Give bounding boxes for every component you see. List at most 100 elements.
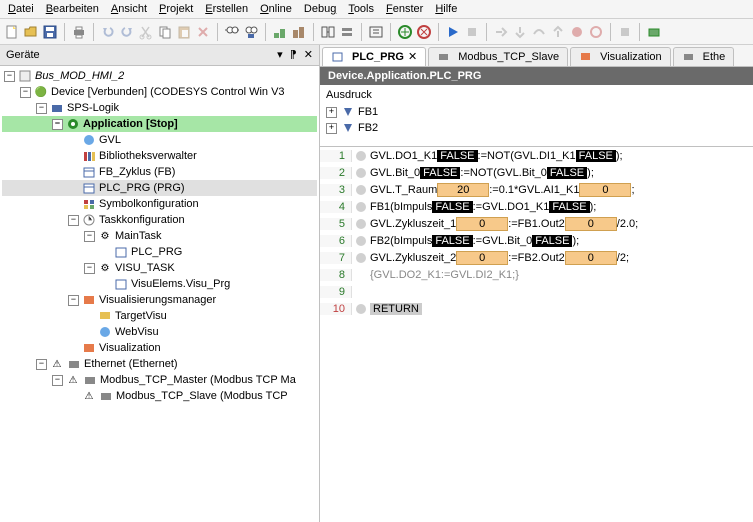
tree-taskcfg[interactable]: −Taskkonfiguration xyxy=(2,212,317,228)
app-icon xyxy=(66,117,80,131)
warn-icon: ⚠ xyxy=(66,373,80,387)
decl-title: Ausdruck xyxy=(326,89,747,101)
tab-close-icon[interactable]: ✕ xyxy=(408,50,417,64)
menu-projekt[interactable]: Projekt xyxy=(159,3,193,15)
tree-gvl[interactable]: GVL xyxy=(2,132,317,148)
bp1-icon[interactable] xyxy=(569,24,585,40)
modbus-icon xyxy=(99,389,113,403)
step-out-icon[interactable] xyxy=(550,24,566,40)
decl-fb2[interactable]: +FB2 xyxy=(326,120,747,136)
tree-bib[interactable]: Bibliotheksverwalter xyxy=(2,148,317,164)
step-icon[interactable] xyxy=(493,24,509,40)
tab-modbus[interactable]: Modbus_TCP_Slave xyxy=(428,47,568,66)
logout-icon[interactable] xyxy=(416,24,432,40)
pou-icon xyxy=(114,245,128,259)
devices-panel: Geräte ▾ ⁋ ✕ −Bus_MOD_HMI_2 −🟢Device [Ve… xyxy=(0,45,320,522)
panel-pin-icon[interactable]: ⁋ xyxy=(290,50,297,62)
delete-icon[interactable] xyxy=(195,24,211,40)
target-icon xyxy=(98,309,112,323)
taskcfg-icon xyxy=(82,213,96,227)
save-icon[interactable] xyxy=(42,24,58,40)
line-10: 10RETURN xyxy=(320,300,753,317)
tree-mtcp-master[interactable]: −⚠Modbus_TCP_Master (Modbus TCP Ma xyxy=(2,372,317,388)
line-1: 1GVL.DO1_K1FALSE:=NOT(GVL.DI1_K1FALSE); xyxy=(320,147,753,164)
replace-icon[interactable] xyxy=(243,24,259,40)
run-icon[interactable] xyxy=(445,24,461,40)
decl-fb1[interactable]: +FB1 xyxy=(326,104,747,120)
menu-erstellen[interactable]: Erstellen xyxy=(205,3,248,15)
panel-title: Geräte xyxy=(6,49,40,61)
tree-ethernet[interactable]: −⚠Ethernet (Ethernet) xyxy=(2,356,317,372)
undo-icon[interactable] xyxy=(100,24,116,40)
new-icon[interactable] xyxy=(4,24,20,40)
bp2-icon[interactable] xyxy=(588,24,604,40)
menu-fenster[interactable]: Fenster xyxy=(386,3,423,15)
line-4: 4FB1(bImpulsFALSE:=GVL.DO1_K1FALSE); xyxy=(320,198,753,215)
line-5: 5GVL.Zykluszeit_10:=FB1.Out20/2.0; xyxy=(320,215,753,232)
menu-debug[interactable]: Debug xyxy=(304,3,336,15)
tree-visualization[interactable]: Visualization xyxy=(2,340,317,356)
print-icon[interactable] xyxy=(71,24,87,40)
tree-webvisu[interactable]: WebVisu xyxy=(2,324,317,340)
open-icon[interactable] xyxy=(23,24,39,40)
editor-panel: PLC_PRG✕ Modbus_TCP_Slave Visualization … xyxy=(320,45,753,522)
menu-online[interactable]: Online xyxy=(260,3,292,15)
panel-dropdown-icon[interactable]: ▾ xyxy=(277,50,283,62)
build2-icon[interactable] xyxy=(291,24,307,40)
line-3: 3GVL.T_Raum20:=0.1*GVL.AI1_K10; xyxy=(320,181,753,198)
code-editor[interactable]: 1GVL.DO1_K1FALSE:=NOT(GVL.DI1_K1FALSE); … xyxy=(320,147,753,522)
fb-icon xyxy=(82,165,96,179)
task-icon: ⚙ xyxy=(98,261,112,275)
panel-close-icon[interactable]: ✕ xyxy=(304,50,313,62)
build-icon[interactable] xyxy=(272,24,288,40)
tree-visutask[interactable]: −⚙VISU_TASK xyxy=(2,260,317,276)
eth-icon xyxy=(67,357,81,371)
menu-hilfe[interactable]: Hilfe xyxy=(435,3,457,15)
editor-tabs: PLC_PRG✕ Modbus_TCP_Slave Visualization … xyxy=(320,45,753,67)
step-over-icon[interactable] xyxy=(531,24,547,40)
copy-icon[interactable] xyxy=(157,24,173,40)
paste-icon[interactable] xyxy=(176,24,192,40)
tree-plcprg-task[interactable]: PLC_PRG xyxy=(2,244,317,260)
debug-icon[interactable] xyxy=(368,24,384,40)
tree-vismgr[interactable]: −Visualisierungsmanager xyxy=(2,292,317,308)
redo-icon[interactable] xyxy=(119,24,135,40)
modbus-icon xyxy=(83,373,97,387)
login-icon[interactable] xyxy=(397,24,413,40)
tree-mtcp-slave[interactable]: ⚠Modbus_TCP_Slave (Modbus TCP xyxy=(2,388,317,404)
web-icon xyxy=(98,325,112,339)
tree-plcprg[interactable]: PLC_PRG (PRG) xyxy=(2,180,317,196)
stop-icon[interactable] xyxy=(464,24,480,40)
tree-sps[interactable]: −SPS-Logik xyxy=(2,100,317,116)
find-icon[interactable] xyxy=(224,24,240,40)
pou-icon xyxy=(114,277,128,291)
gvl-icon xyxy=(82,133,96,147)
tree-symbol[interactable]: Symbolkonfiguration xyxy=(2,196,317,212)
tree-device[interactable]: −🟢Device [Verbunden] (CODESYS Control Wi… xyxy=(2,84,317,100)
tab-eth[interactable]: Ethe xyxy=(673,47,735,66)
visu-icon xyxy=(82,341,96,355)
line-2: 2GVL.Bit_0FALSE:=NOT(GVL.Bit_0FALSE); xyxy=(320,164,753,181)
path-bar: Device.Application.PLC_PRG xyxy=(320,67,753,85)
tree-maintask[interactable]: −⚙MainTask xyxy=(2,228,317,244)
tab-visu[interactable]: Visualization xyxy=(570,47,671,66)
misc-icon[interactable] xyxy=(646,24,662,40)
eth-icon xyxy=(682,50,696,64)
config-icon[interactable] xyxy=(339,24,355,40)
cut-icon[interactable] xyxy=(138,24,154,40)
tree-visuelems[interactable]: VisuElems.Visu_Prg xyxy=(2,276,317,292)
tab-plcprg[interactable]: PLC_PRG✕ xyxy=(322,47,426,66)
tree-targetvisu[interactable]: TargetVisu xyxy=(2,308,317,324)
prg-icon xyxy=(82,181,96,195)
tree-application[interactable]: −Application [Stop] xyxy=(2,116,317,132)
menu-bearbeiten[interactable]: Bearbeiten xyxy=(46,3,99,15)
menu-datei[interactable]: Datei xyxy=(8,3,34,15)
tree-root[interactable]: −Bus_MOD_HMI_2 xyxy=(2,68,317,84)
step-into-icon[interactable] xyxy=(512,24,528,40)
link-icon[interactable] xyxy=(320,24,336,40)
tree-fbzyklus[interactable]: FB_Zyklus (FB) xyxy=(2,164,317,180)
tool-icon[interactable] xyxy=(617,24,633,40)
panel-controls: ▾ ⁋ ✕ xyxy=(273,48,313,62)
menu-tools[interactable]: Tools xyxy=(348,3,374,15)
menu-ansicht[interactable]: Ansicht xyxy=(111,3,147,15)
